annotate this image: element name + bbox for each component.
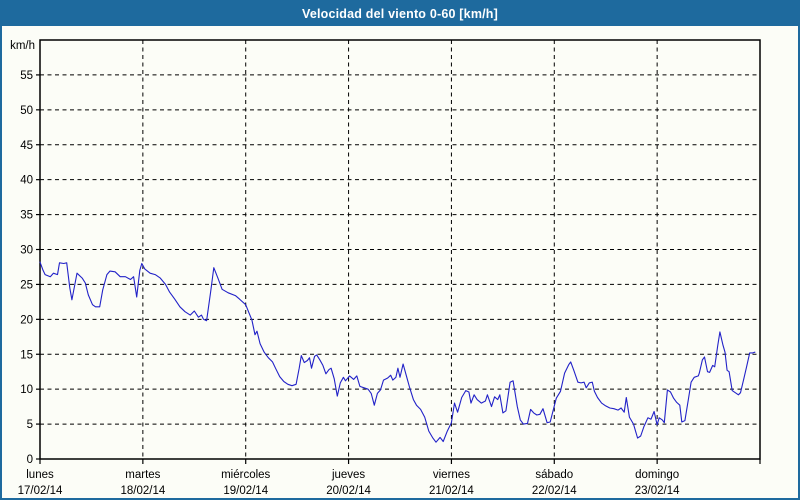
y-tick-label: 55 <box>20 70 33 82</box>
y-tick-label: 35 <box>20 210 33 222</box>
x-day-label: viernes <box>433 469 470 481</box>
chart-title: Velocidad del viento 0-60 [km/h] <box>301 7 499 21</box>
x-date-label: 19/02/14 <box>223 485 268 497</box>
y-tick-label: 30 <box>20 245 33 257</box>
x-date-label: 21/02/14 <box>429 485 474 497</box>
y-tick-label: 45 <box>20 140 33 152</box>
y-tick-label: 40 <box>20 175 33 187</box>
y-tick-label: 10 <box>20 384 33 396</box>
y-tick-label: 20 <box>20 314 33 326</box>
x-day-label: miércoles <box>221 469 270 481</box>
y-tick-label: 50 <box>20 105 33 117</box>
y-tick-label: 0 <box>27 454 33 466</box>
y-tick-label: 5 <box>27 419 33 431</box>
y-tick-label: 25 <box>20 279 33 291</box>
x-day-label: martes <box>125 469 160 481</box>
y-axis-unit-label: km/h <box>10 40 35 52</box>
x-date-label: 22/02/14 <box>532 485 577 497</box>
x-day-label: domingo <box>635 469 679 481</box>
x-day-label: sábado <box>535 469 573 481</box>
chart-title-bar: Velocidad del viento 0-60 [km/h] <box>2 2 798 26</box>
x-date-label: 20/02/14 <box>326 485 371 497</box>
y-tick-label: 15 <box>20 349 33 361</box>
x-date-label: 23/02/14 <box>635 485 680 497</box>
x-date-label: 18/02/14 <box>120 485 165 497</box>
wind-speed-series-line <box>39 261 756 443</box>
x-day-label: lunes <box>26 469 54 481</box>
x-date-label: 17/02/14 <box>18 485 63 497</box>
x-day-label: jueves <box>331 469 365 481</box>
